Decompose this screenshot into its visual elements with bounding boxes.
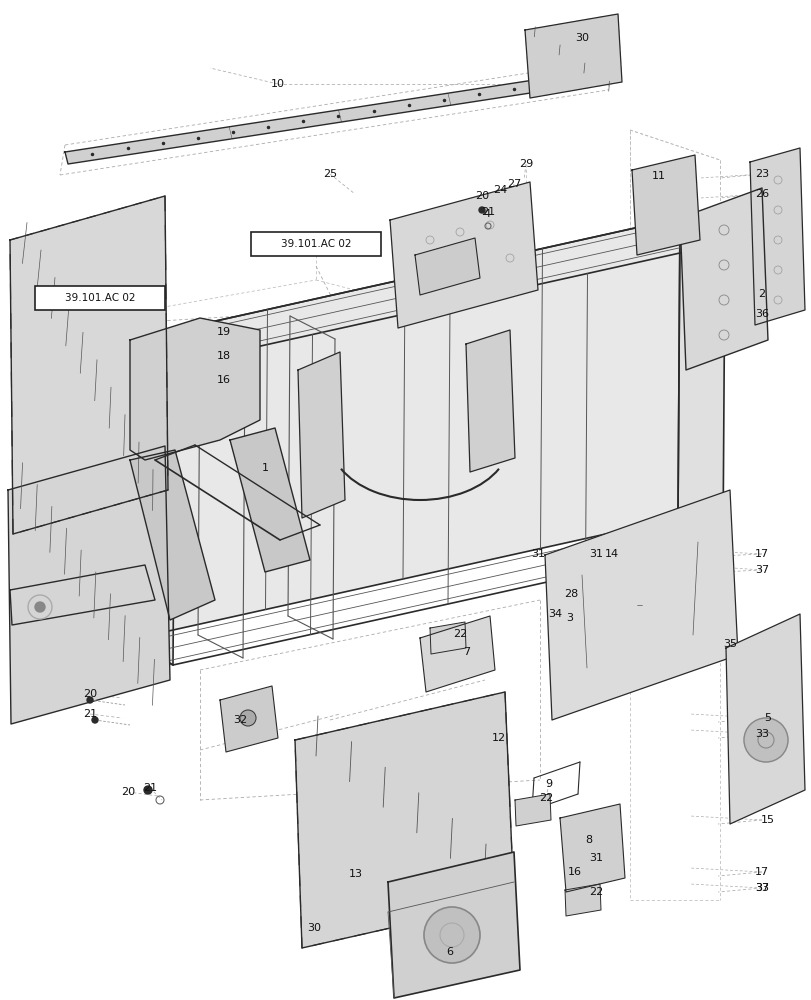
Polygon shape [8, 446, 169, 724]
Text: 19: 19 [217, 327, 231, 337]
Circle shape [92, 717, 98, 723]
Text: 16: 16 [568, 867, 581, 877]
Polygon shape [128, 340, 175, 665]
Text: 31: 31 [530, 549, 544, 559]
Polygon shape [679, 188, 767, 370]
Text: 8: 8 [585, 835, 592, 845]
Text: 12: 12 [491, 733, 505, 743]
Polygon shape [414, 238, 479, 295]
Text: 26: 26 [754, 189, 768, 199]
Polygon shape [10, 196, 168, 534]
Text: 24: 24 [492, 185, 507, 195]
Text: 17: 17 [754, 867, 768, 877]
Polygon shape [749, 148, 804, 325]
Polygon shape [725, 614, 804, 824]
Circle shape [240, 710, 255, 726]
Circle shape [478, 207, 484, 213]
Text: 3: 3 [566, 613, 573, 623]
Circle shape [743, 718, 787, 762]
Polygon shape [514, 794, 551, 826]
Text: 4: 4 [483, 209, 490, 219]
Polygon shape [130, 318, 260, 460]
Text: 10: 10 [271, 79, 285, 89]
Polygon shape [677, 218, 724, 543]
Text: 31: 31 [588, 853, 603, 863]
FancyBboxPatch shape [251, 232, 380, 256]
Circle shape [35, 602, 45, 612]
Text: 20: 20 [83, 689, 97, 699]
Polygon shape [128, 218, 679, 640]
Circle shape [423, 907, 479, 963]
Text: 33: 33 [754, 729, 768, 739]
Text: 16: 16 [217, 375, 230, 385]
Text: 5: 5 [764, 713, 770, 723]
FancyBboxPatch shape [35, 286, 165, 310]
Text: 25: 25 [323, 169, 337, 179]
Polygon shape [389, 182, 538, 328]
Text: 33: 33 [754, 883, 768, 893]
Text: 28: 28 [563, 589, 577, 599]
Polygon shape [544, 490, 737, 720]
Text: 15: 15 [760, 815, 774, 825]
Polygon shape [466, 330, 514, 472]
Polygon shape [525, 14, 621, 98]
Polygon shape [631, 155, 699, 255]
Polygon shape [564, 884, 600, 916]
Text: 29: 29 [518, 159, 533, 169]
Text: 37: 37 [754, 565, 768, 575]
Text: 2: 2 [757, 289, 765, 299]
Polygon shape [294, 692, 513, 948]
Text: 37: 37 [754, 883, 768, 893]
Text: 20: 20 [474, 191, 488, 201]
Circle shape [144, 786, 152, 794]
Polygon shape [130, 218, 724, 365]
Text: 31: 31 [588, 549, 603, 559]
Text: 22: 22 [539, 793, 552, 803]
Text: 35: 35 [722, 639, 736, 649]
Text: 6: 6 [446, 947, 453, 957]
Text: 27: 27 [506, 179, 521, 189]
Text: 11: 11 [651, 171, 665, 181]
Text: 22: 22 [453, 629, 466, 639]
Polygon shape [430, 622, 466, 654]
Text: 23: 23 [754, 169, 768, 179]
Text: 34: 34 [547, 609, 561, 619]
Text: 36: 36 [754, 309, 768, 319]
Circle shape [87, 697, 93, 703]
Text: 14: 14 [604, 549, 618, 559]
Text: 32: 32 [233, 715, 247, 725]
Polygon shape [130, 450, 215, 620]
Text: 20: 20 [121, 787, 135, 797]
Polygon shape [10, 565, 155, 625]
Text: 21: 21 [83, 709, 97, 719]
Text: 39.101.AC 02: 39.101.AC 02 [281, 239, 351, 249]
Text: 21: 21 [480, 207, 495, 217]
Polygon shape [220, 686, 277, 752]
Text: 9: 9 [545, 779, 551, 789]
Polygon shape [230, 428, 310, 572]
Text: 21: 21 [143, 783, 157, 793]
Text: 1: 1 [261, 463, 268, 473]
Text: 17: 17 [754, 549, 768, 559]
Text: 22: 22 [588, 887, 603, 897]
Polygon shape [419, 616, 495, 692]
Text: 13: 13 [349, 869, 363, 879]
Text: 7: 7 [463, 647, 470, 657]
Polygon shape [298, 352, 345, 518]
Polygon shape [560, 804, 624, 892]
Text: 30: 30 [574, 33, 588, 43]
Text: 18: 18 [217, 351, 231, 361]
Text: 39.101.AC 02: 39.101.AC 02 [65, 293, 135, 303]
Text: 30: 30 [307, 923, 320, 933]
Polygon shape [388, 852, 519, 998]
Polygon shape [65, 68, 614, 164]
